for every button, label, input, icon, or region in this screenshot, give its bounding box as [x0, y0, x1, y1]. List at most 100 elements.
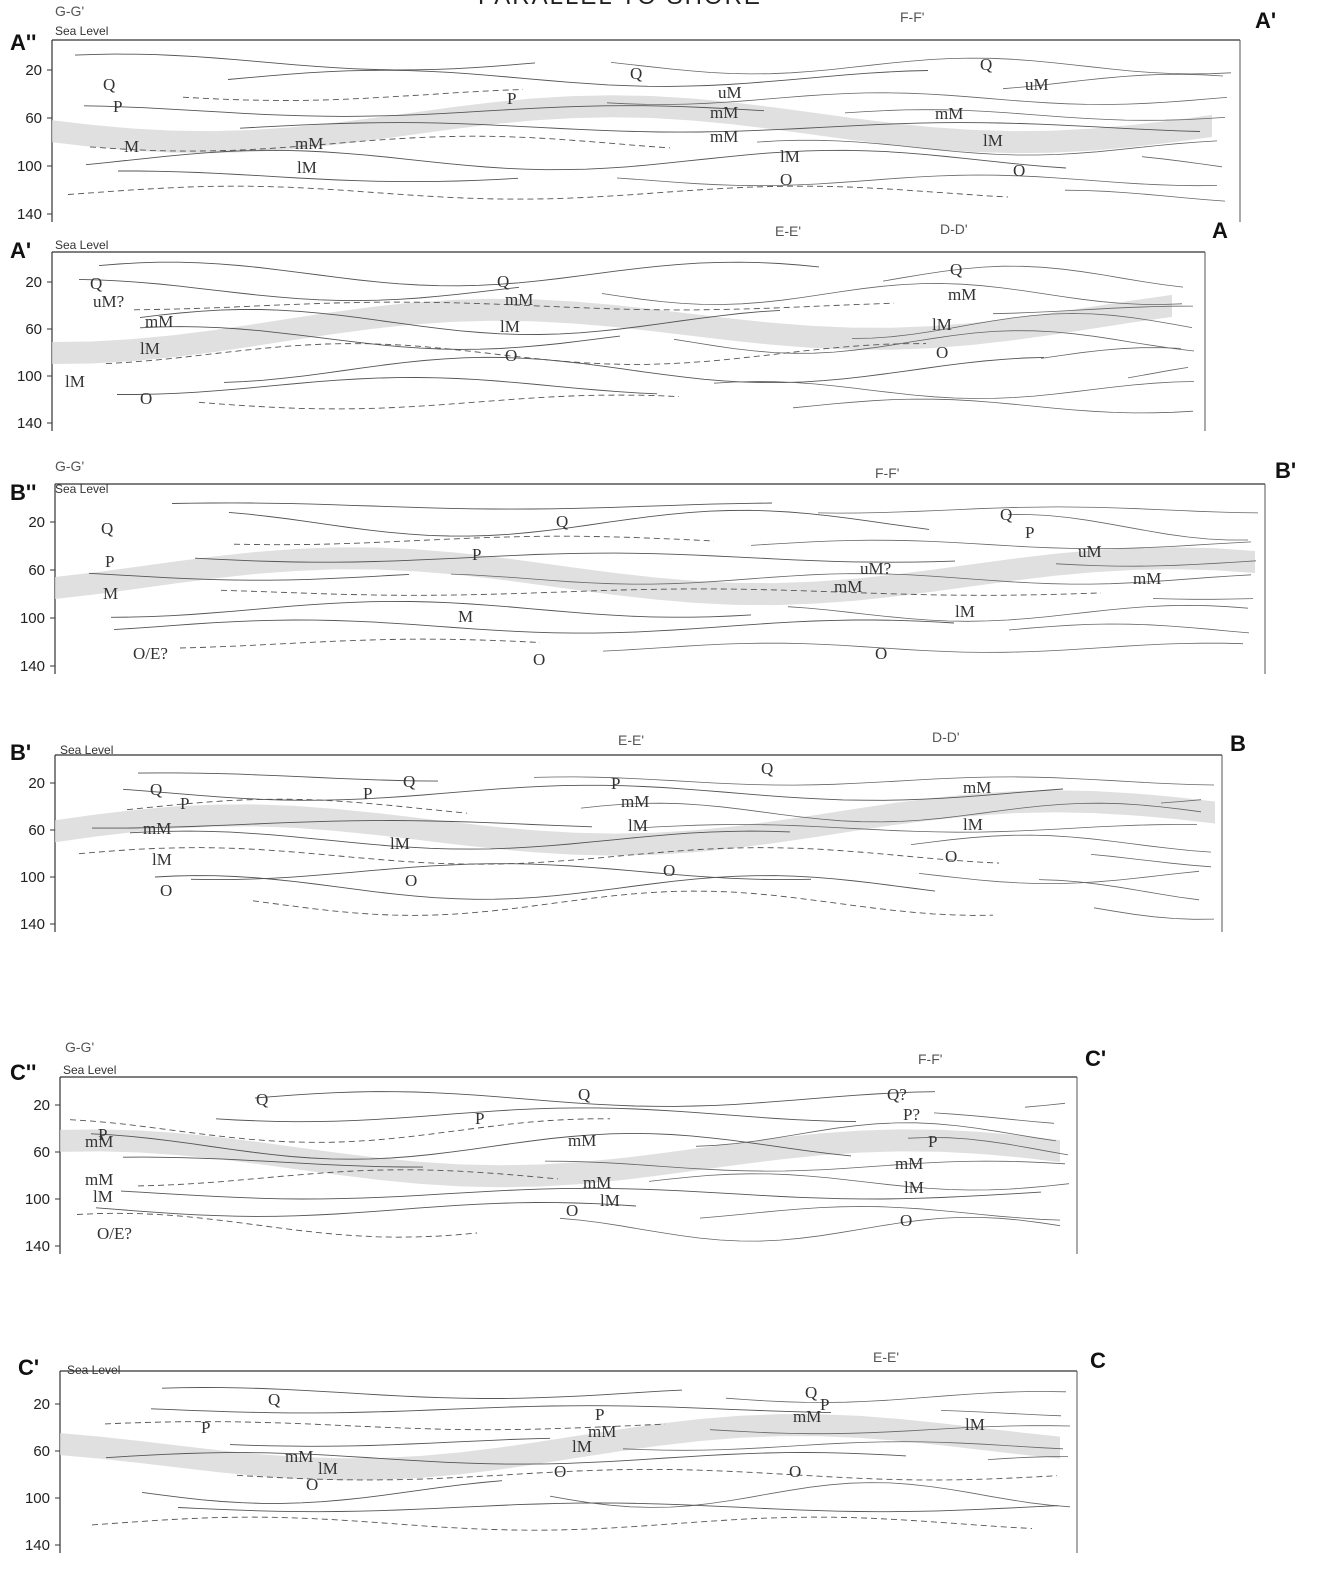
depth-tick-label: 140	[25, 1238, 50, 1255]
unit-label: lM	[600, 1191, 620, 1210]
depth-tick-label: 100	[25, 1191, 50, 1208]
unit-label: O/E?	[133, 644, 168, 663]
unit-label: uM?	[860, 559, 891, 578]
depth-tick-label: 60	[33, 1144, 50, 1161]
depth-tick-label: 140	[25, 1537, 50, 1554]
stratum-line	[726, 1392, 1066, 1403]
stratum-line	[224, 357, 1044, 382]
unit-label: Q	[805, 1383, 817, 1402]
stratum-line	[1041, 348, 1181, 359]
stratum-line	[75, 54, 535, 70]
unit-label: lM	[318, 1459, 338, 1478]
stratum-line	[1142, 157, 1222, 167]
section-marker: G-G'	[55, 458, 84, 474]
unit-label: lM	[965, 1415, 985, 1434]
stratum-line	[142, 1481, 502, 1504]
unit-label: Q	[980, 55, 992, 74]
section-marker: G-G'	[65, 1039, 94, 1055]
stratum-line	[114, 620, 954, 633]
stratum-line	[700, 1207, 1060, 1221]
stratum-line	[941, 1410, 1061, 1415]
sea-level-label: Sea Level	[67, 1363, 120, 1377]
unit-label: Q	[101, 519, 113, 538]
unit-label: lM	[780, 147, 800, 166]
unit-label: mM	[1133, 569, 1161, 588]
unit-label: lM	[628, 816, 648, 835]
unit-label: O	[1013, 161, 1025, 180]
depth-tick-label: 20	[25, 62, 42, 79]
stratum-line	[199, 395, 679, 409]
stratum-line	[793, 399, 1193, 413]
depth-tick-label: 100	[17, 368, 42, 385]
depth-tick-label: 20	[33, 1097, 50, 1114]
stratum-line	[1065, 190, 1225, 201]
unit-label: mM	[710, 127, 738, 146]
unit-label: lM	[140, 339, 160, 358]
stratum-line	[818, 507, 1258, 513]
stratum-line	[934, 1113, 1054, 1123]
unit-label: lM	[904, 1178, 924, 1197]
stratum-line	[155, 876, 935, 900]
unit-label: Q	[90, 274, 102, 293]
unit-label: Q	[578, 1085, 590, 1104]
left-label: C'	[18, 1355, 39, 1380]
unit-label: P	[507, 89, 516, 108]
unit-label: P	[105, 552, 114, 571]
sea-level-label: Sea Level	[55, 238, 108, 252]
stratum-line	[1008, 514, 1248, 540]
stratum-line	[603, 643, 1243, 652]
stratum-line	[714, 382, 1194, 399]
stratum-line	[68, 186, 1008, 199]
unit-label: Q	[630, 64, 642, 83]
unit-label: lM	[297, 158, 317, 177]
unit-label: O	[566, 1201, 578, 1220]
stratum-line	[534, 777, 1214, 785]
section-marker: F-F'	[875, 465, 899, 481]
depth-tick-label: 100	[17, 158, 42, 175]
unit-label: P	[475, 1109, 484, 1128]
depth-tick-label: 140	[20, 658, 45, 675]
stratum-line	[611, 58, 1231, 74]
shaded-unit	[55, 547, 1255, 605]
unit-label: mM	[583, 1173, 611, 1192]
unit-label: mM	[568, 1131, 596, 1150]
unit-label: uM	[718, 83, 742, 102]
stratum-line	[121, 1188, 1041, 1199]
left-label: B'	[10, 740, 31, 765]
unit-label: O	[900, 1211, 912, 1230]
unit-label: mM	[588, 1422, 616, 1441]
unit-label: mM	[285, 1447, 313, 1466]
stratum-line	[138, 773, 438, 781]
left-label: C''	[10, 1060, 36, 1085]
stratum-line	[602, 284, 1182, 305]
unit-label: mM	[963, 778, 991, 797]
unit-label: O	[789, 1462, 801, 1481]
unit-label: Q	[256, 1090, 268, 1109]
unit-label: mM	[295, 134, 323, 153]
stratum-line	[1091, 854, 1211, 866]
stratum-line	[162, 1388, 682, 1399]
unit-label: O	[780, 170, 792, 189]
unit-label: Q	[103, 75, 115, 94]
stratum-line	[183, 90, 523, 101]
section-marker: D-D'	[940, 221, 968, 237]
sea-level-label: Sea Level	[60, 743, 113, 757]
depth-tick-label: 20	[28, 514, 45, 531]
depth-tick-label: 140	[17, 206, 42, 223]
right-label: B	[1230, 731, 1246, 756]
unit-label: M	[124, 137, 139, 156]
unit-label: O	[875, 644, 887, 663]
unit-label: O	[306, 1475, 318, 1494]
right-label: C'	[1085, 1046, 1106, 1071]
stratum-line	[649, 1174, 1069, 1190]
stratum-line	[180, 639, 540, 648]
section-marker: E-E'	[618, 732, 644, 748]
depth-tick-label: 100	[20, 869, 45, 886]
stratum-line	[1039, 880, 1199, 900]
depth-tick-label: 20	[28, 775, 45, 792]
unit-label: mM	[143, 819, 171, 838]
unit-label: lM	[152, 850, 172, 869]
stratum-line	[96, 1203, 636, 1217]
unit-label: O	[160, 881, 172, 900]
unit-label: O	[405, 871, 417, 890]
